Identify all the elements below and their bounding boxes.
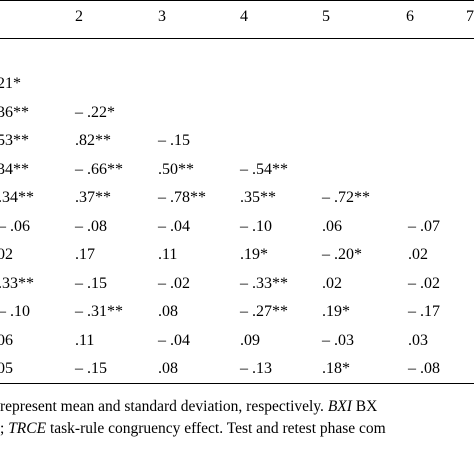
table-cell: – .33** [240, 274, 288, 292]
table-cell: .08 [158, 303, 178, 320]
table-cell: – .22* [75, 103, 115, 121]
table-cell: – .72** [322, 189, 370, 206]
table-cell: – .17 [408, 303, 440, 320]
table-cell: .18* [322, 360, 350, 377]
table-cell: – .20* [322, 246, 362, 263]
table-cell: – .15 [75, 360, 107, 377]
column-header: 3 [158, 8, 166, 25]
table-cell: – .08 [408, 360, 440, 377]
table-cell: 34** [0, 160, 29, 178]
table-cell: – .06 [0, 217, 30, 235]
table-cell: – .78** [158, 189, 206, 206]
table-cell: .34** [0, 189, 34, 206]
table-cell: – .31** [75, 303, 123, 320]
table-cell: – .03 [322, 331, 354, 349]
table-cell: – .15 [75, 274, 107, 292]
table-cell: – .08 [75, 217, 107, 235]
table-cell: – .02 [408, 274, 440, 292]
table-cell: – .04 [158, 217, 190, 235]
table-cell: .19* [240, 246, 268, 263]
table-cell: – .02 [158, 274, 190, 292]
table-cell: – .66** [75, 160, 123, 178]
table-cell: 06 [0, 331, 13, 349]
table-cell: .17 [75, 246, 95, 263]
table-cell: .33** [0, 274, 34, 292]
table-cell: .11 [75, 331, 95, 349]
note-abbrev-trce: TRCE [8, 420, 47, 437]
table-cell: – .07 [408, 217, 440, 235]
note-text: ; [0, 420, 9, 437]
table-cell: .06 [322, 217, 342, 235]
table-note-line-1: represent mean and standard deviation, r… [0, 398, 377, 416]
column-header: 2 [75, 8, 83, 25]
table-cell: 21* [0, 75, 21, 92]
table-cell: – .27** [240, 303, 288, 320]
table-cell: .19* [322, 303, 350, 320]
note-text: represent mean and standard deviation, r… [0, 398, 328, 415]
column-header: 7 [466, 8, 474, 25]
table-cell: 36** [0, 103, 29, 121]
table-cell: – .10 [240, 217, 272, 235]
note-text: BX [351, 398, 378, 415]
table-cell: .82** [75, 132, 111, 149]
table-cell: 02 [0, 246, 13, 263]
table-note-line-2: ; TRCE task-rule congruency effect. Test… [0, 420, 386, 438]
column-header: 6 [406, 8, 414, 25]
table-cell: 05 [0, 360, 13, 377]
table-top-rule [0, 0, 474, 1]
note-abbrev-bxi: BXI [327, 398, 352, 415]
note-text: task-rule congruency effect. Test and re… [46, 420, 386, 437]
table-cell: – .04 [158, 331, 190, 349]
table-bottom-rule [0, 383, 474, 384]
table-cell: – .10 [0, 303, 30, 320]
table-cell: – .13 [240, 360, 272, 377]
table-cell: .02 [408, 246, 428, 263]
table-cell: .11 [158, 246, 178, 263]
table-cell: .37** [75, 189, 111, 206]
table-cell: .50** [158, 160, 194, 178]
column-header: 4 [240, 8, 248, 25]
table-cell: .09 [240, 331, 260, 349]
column-header: 5 [322, 8, 330, 25]
table-cell: – .15 [158, 132, 190, 149]
table-cell: 53** [0, 132, 29, 149]
table-cell: – .54** [240, 160, 288, 178]
table-cell: .08 [158, 360, 178, 377]
table-cell: .02 [322, 274, 342, 292]
table-cell: .35** [240, 189, 276, 206]
table-header-rule [0, 38, 474, 39]
table-cell: .03 [408, 331, 428, 349]
